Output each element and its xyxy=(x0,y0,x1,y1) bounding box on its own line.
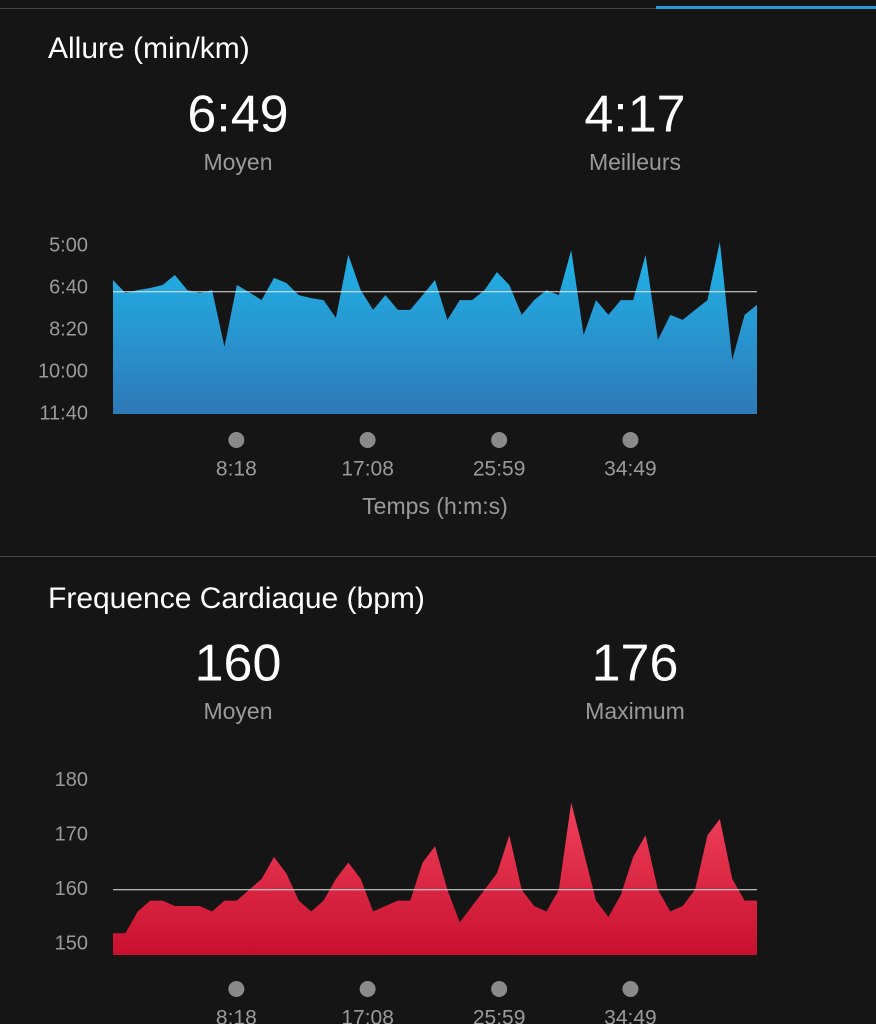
stat-value: 4:17 xyxy=(584,86,685,144)
x-tick-dot xyxy=(228,432,245,448)
stat-caption: Moyen xyxy=(203,149,272,175)
x-tick-dot xyxy=(491,432,508,448)
x-tick-dot xyxy=(228,981,245,997)
x-tick-label: 17:08 xyxy=(341,1007,394,1024)
stat-caption: Moyen xyxy=(203,698,272,724)
tab-indicator xyxy=(656,6,876,9)
section-title: Frequence Cardiaque (bpm) xyxy=(48,582,425,615)
y-tick-label: 8:20 xyxy=(49,318,88,340)
stat-value: 6:49 xyxy=(187,86,288,144)
x-tick-dot xyxy=(622,432,639,448)
x-tick-label: 25:59 xyxy=(473,1007,526,1024)
section-divider xyxy=(0,556,876,557)
y-tick-label: 11:40 xyxy=(39,402,88,424)
x-tick-label: 17:08 xyxy=(341,458,394,481)
stat-caption: Meilleurs xyxy=(589,149,681,175)
y-tick-label: 180 xyxy=(55,769,88,791)
top-divider xyxy=(0,8,876,9)
area xyxy=(113,241,757,414)
y-tick-label: 5:00 xyxy=(49,234,88,256)
y-tick-label: 150 xyxy=(55,932,88,954)
x-tick-dot xyxy=(622,981,639,997)
section-title: Allure (min/km) xyxy=(48,32,250,65)
x-tick-label: 25:59 xyxy=(473,458,526,481)
x-tick-label: 34:49 xyxy=(604,458,657,481)
x-tick-label: 8:18 xyxy=(216,1007,257,1024)
stat-caption: Maximum xyxy=(585,698,685,724)
stat-value: 176 xyxy=(592,635,679,693)
x-tick-dot xyxy=(359,432,376,448)
y-tick-label: 160 xyxy=(55,878,88,900)
x-tick-label: 34:49 xyxy=(604,1007,657,1024)
stat-value: 160 xyxy=(195,635,282,693)
x-tick-label: 8:18 xyxy=(216,458,257,481)
y-tick-label: 170 xyxy=(55,824,88,846)
y-tick-label: 10:00 xyxy=(38,360,88,382)
x-tick-dot xyxy=(359,981,376,997)
y-tick-label: 6:40 xyxy=(49,276,88,298)
area xyxy=(113,802,757,955)
x-tick-dot xyxy=(491,981,508,997)
x-axis-label: Temps (h:m:s) xyxy=(362,493,508,519)
